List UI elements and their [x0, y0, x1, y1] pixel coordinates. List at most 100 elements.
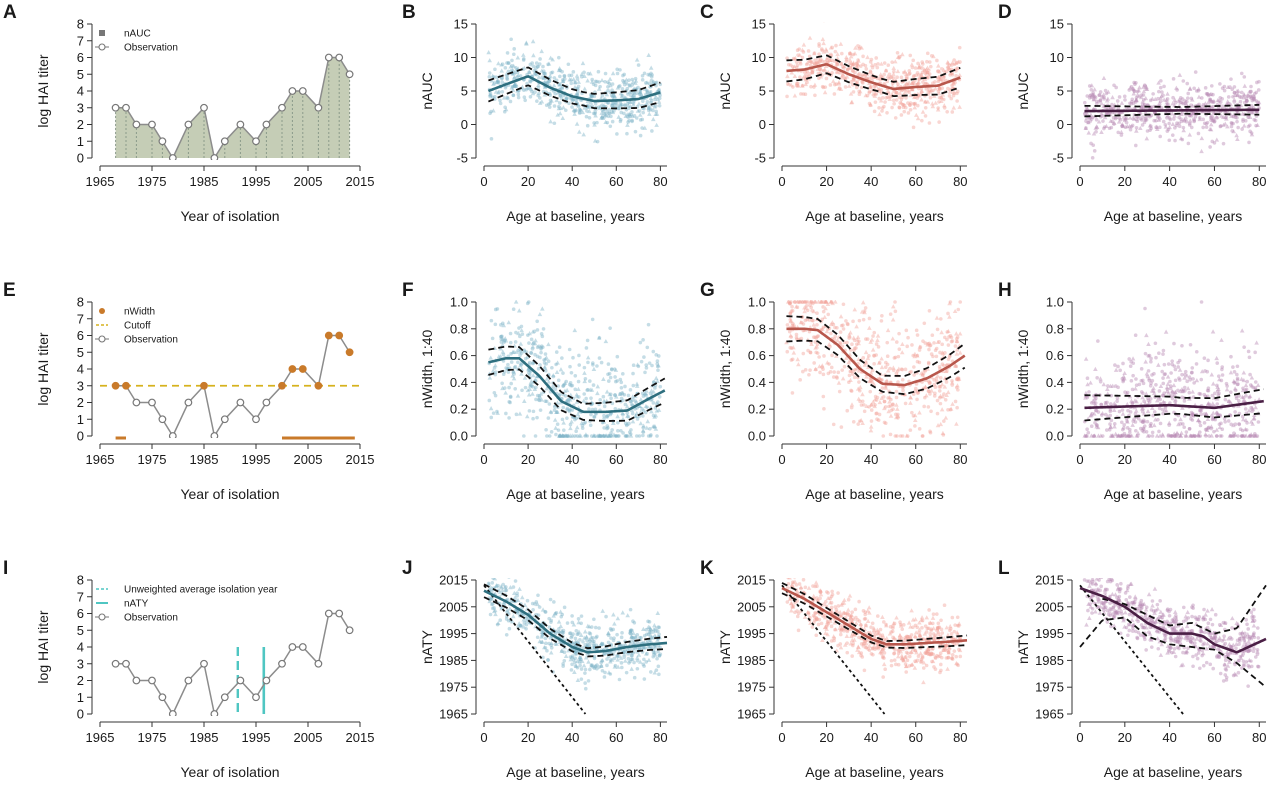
observation-point: [642, 664, 646, 668]
y-tick-label: 5: [461, 84, 468, 99]
observation-point: [894, 389, 899, 394]
observation-point: [1188, 121, 1192, 126]
observation-point: [585, 109, 589, 113]
observation-point: [1176, 360, 1180, 365]
observation-point: [542, 356, 548, 361]
observation-point: [1168, 117, 1173, 122]
observation-point: [1139, 406, 1145, 411]
observation-point: [573, 80, 578, 85]
y-tick-label: 0.2: [450, 402, 468, 417]
observation-point: [554, 629, 559, 634]
observation-point: [620, 87, 625, 91]
observation-point: [1169, 111, 1175, 116]
observation-point: [559, 614, 564, 619]
observation-point: [1224, 381, 1229, 386]
observation-point: [914, 73, 918, 77]
observation-point: [1216, 374, 1221, 378]
observation-point: [1250, 409, 1254, 414]
observation-point: [834, 60, 840, 65]
observation-point: [606, 372, 610, 377]
observation-point: [514, 608, 520, 613]
observation-point: [813, 367, 818, 372]
observation-point: [798, 300, 802, 304]
observation-point: [1179, 117, 1183, 121]
observation-point: [932, 394, 937, 398]
observation-point: [892, 356, 897, 360]
observation-point: [584, 634, 589, 640]
observation-point: [489, 137, 494, 141]
observation-point: [1149, 388, 1155, 393]
panel-label: J: [402, 558, 413, 579]
observation-point: [620, 93, 625, 98]
observation-point: [874, 353, 878, 357]
observation-point: [1088, 413, 1093, 418]
observation-point: [513, 81, 519, 86]
x-tick-label: 20: [521, 174, 535, 189]
observation-point: [1142, 399, 1146, 404]
observation-point: [654, 353, 659, 357]
observation-point: [957, 72, 963, 78]
observation-point: [489, 78, 495, 83]
x-tick-label: 1975: [138, 174, 167, 189]
observation-point: [652, 633, 658, 638]
observation-point: [610, 94, 615, 99]
observation-point: [845, 408, 850, 413]
observation-point: [937, 120, 941, 124]
observation-point: [869, 402, 874, 407]
observation-point: [1183, 389, 1187, 393]
observation-point: [593, 110, 598, 114]
observation-point: [500, 334, 504, 339]
observation-point: [887, 72, 892, 77]
legend-swatch-observation: [98, 43, 106, 51]
observation-point: [884, 96, 888, 100]
observation-point: [1115, 399, 1119, 403]
observation-point: [915, 397, 919, 402]
observation-point: [210, 154, 219, 160]
observation-point: [1215, 402, 1220, 406]
observation-point: [1232, 381, 1237, 385]
observation-point: [1093, 401, 1098, 405]
observation-point: [862, 309, 867, 315]
observation-point: [1103, 412, 1108, 417]
observation-point: [1158, 95, 1163, 100]
observation-point: [1139, 104, 1144, 110]
observation-point: [891, 76, 896, 80]
observation-point: [626, 656, 631, 661]
observation-point: [560, 649, 564, 653]
observation-point: [492, 390, 497, 395]
observation-point: [941, 97, 946, 102]
observation-point: [650, 79, 656, 85]
observation-point: [841, 302, 846, 307]
observation-point: [895, 406, 900, 411]
observation-point: [519, 624, 523, 628]
observation-point: [840, 368, 845, 372]
observation-point: [807, 54, 812, 59]
observation-point: [847, 334, 853, 339]
observation-point: [541, 75, 547, 80]
observation-point: [821, 325, 826, 330]
observation-point: [1223, 114, 1228, 120]
observation-point: [1085, 111, 1090, 116]
observation-point: [633, 646, 638, 651]
observation-point: [1209, 118, 1213, 122]
observation-point: [835, 69, 840, 75]
observation-point: [885, 362, 890, 367]
observation-point: [1108, 105, 1114, 110]
observation-point: [887, 404, 891, 409]
observation-point: [1231, 121, 1235, 126]
observation-point: [943, 368, 949, 374]
observation-point: [855, 334, 861, 340]
observation-point: [642, 71, 647, 76]
observation-point: [933, 391, 937, 396]
observation-point: [942, 384, 948, 389]
observation-point: [914, 328, 919, 333]
observation-point: [623, 434, 628, 438]
observation-point: [537, 62, 542, 66]
observation-point: [868, 103, 873, 108]
observation-point: [657, 632, 661, 637]
observation-point: [628, 432, 633, 436]
observation-point: [538, 408, 543, 412]
observation-point: [1148, 423, 1154, 429]
observation-point: [1212, 429, 1216, 434]
observation-point: [882, 399, 887, 404]
